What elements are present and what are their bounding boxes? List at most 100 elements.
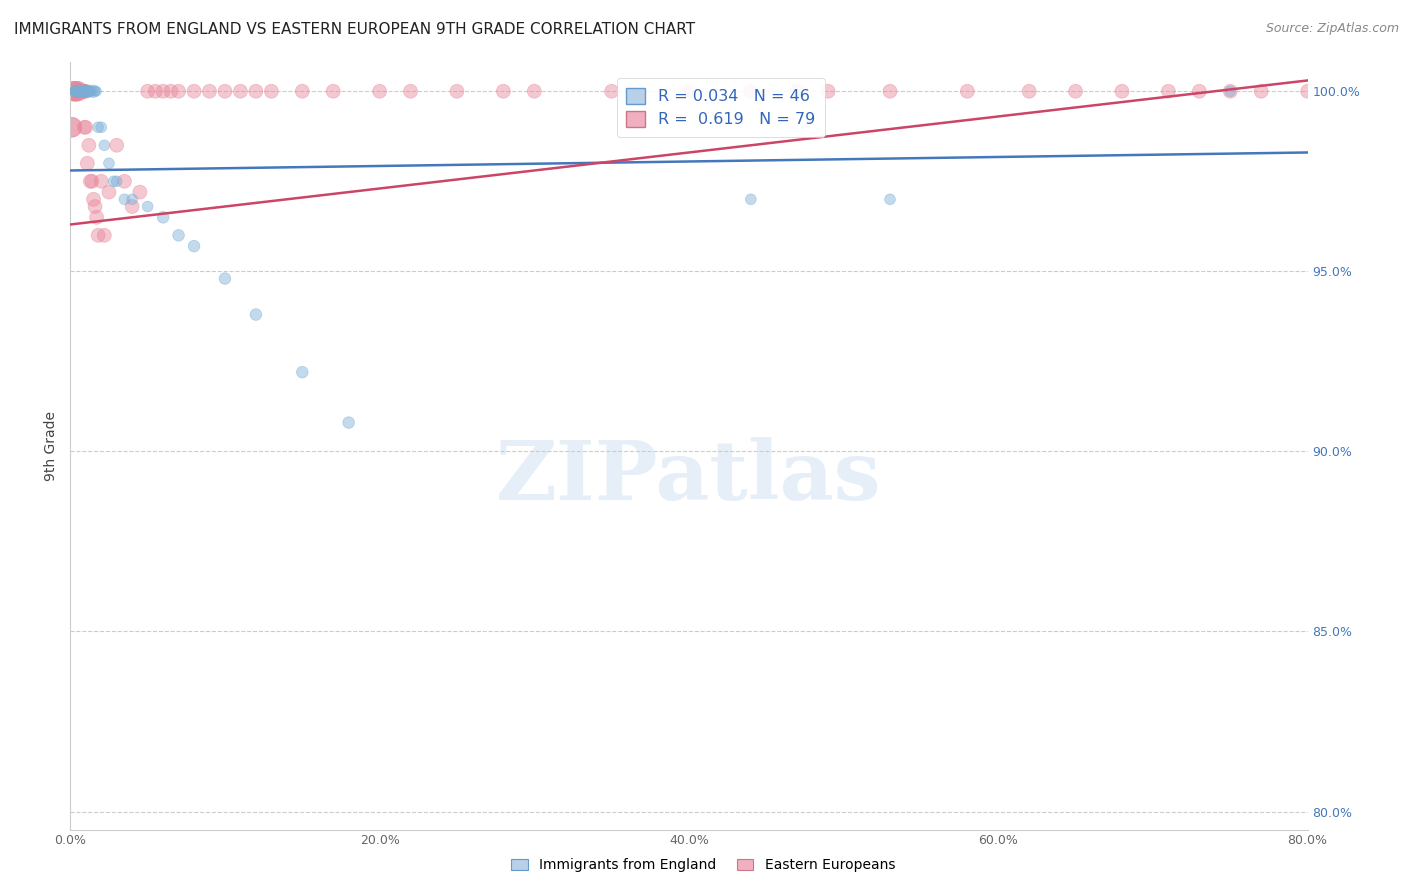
Point xyxy=(63,84,86,98)
Point xyxy=(167,228,190,243)
Point xyxy=(86,211,108,225)
Point xyxy=(93,138,115,153)
Point xyxy=(77,84,100,98)
Point xyxy=(69,84,91,98)
Point xyxy=(114,174,135,188)
Point xyxy=(446,84,468,98)
Point xyxy=(152,211,174,225)
Point xyxy=(72,84,94,98)
Point xyxy=(1327,84,1350,98)
Point xyxy=(1111,84,1133,98)
Point xyxy=(90,174,112,188)
Point xyxy=(69,84,91,98)
Point xyxy=(90,120,112,135)
Point xyxy=(740,84,762,98)
Point xyxy=(70,84,93,98)
Point xyxy=(70,84,93,98)
Point xyxy=(63,84,86,98)
Point xyxy=(1250,84,1272,98)
Point xyxy=(70,84,93,98)
Point xyxy=(62,84,84,98)
Point xyxy=(1018,84,1040,98)
Point xyxy=(60,84,83,98)
Point xyxy=(740,192,762,206)
Point xyxy=(152,84,174,98)
Point xyxy=(145,84,166,98)
Point xyxy=(322,84,344,98)
Point xyxy=(1157,84,1180,98)
Point xyxy=(72,84,94,98)
Point xyxy=(73,84,96,98)
Point xyxy=(105,174,128,188)
Point xyxy=(62,84,84,98)
Point xyxy=(229,84,252,98)
Point xyxy=(60,120,83,135)
Point xyxy=(60,120,83,135)
Point xyxy=(1358,84,1381,98)
Point xyxy=(76,156,98,170)
Point xyxy=(956,84,979,98)
Point xyxy=(167,84,190,98)
Point xyxy=(121,200,143,214)
Point xyxy=(75,120,97,135)
Point xyxy=(93,228,115,243)
Point xyxy=(69,84,91,98)
Point xyxy=(600,84,623,98)
Point xyxy=(291,365,314,379)
Point xyxy=(65,84,87,98)
Text: IMMIGRANTS FROM ENGLAND VS EASTERN EUROPEAN 9TH GRADE CORRELATION CHART: IMMIGRANTS FROM ENGLAND VS EASTERN EUROP… xyxy=(14,22,695,37)
Point xyxy=(1219,84,1241,98)
Point xyxy=(65,84,87,98)
Point xyxy=(65,84,87,98)
Point xyxy=(98,156,120,170)
Point xyxy=(75,84,97,98)
Point xyxy=(63,84,86,98)
Point xyxy=(1188,84,1211,98)
Point xyxy=(492,84,515,98)
Point xyxy=(879,192,901,206)
Point xyxy=(80,84,103,98)
Point xyxy=(87,228,110,243)
Point xyxy=(73,84,96,98)
Point xyxy=(65,84,87,98)
Point xyxy=(183,239,205,253)
Point xyxy=(75,84,97,98)
Point xyxy=(103,174,125,188)
Point xyxy=(260,84,283,98)
Legend: Immigrants from England, Eastern Europeans: Immigrants from England, Eastern Europea… xyxy=(505,853,901,878)
Y-axis label: 9th Grade: 9th Grade xyxy=(45,411,59,481)
Point xyxy=(245,308,267,322)
Point xyxy=(65,84,87,98)
Point xyxy=(523,84,546,98)
Point xyxy=(79,174,101,188)
Point xyxy=(63,84,86,98)
Point xyxy=(879,84,901,98)
Point xyxy=(79,84,101,98)
Point xyxy=(114,192,135,206)
Point xyxy=(136,200,159,214)
Point xyxy=(62,84,84,98)
Point xyxy=(67,84,90,98)
Point xyxy=(76,84,98,98)
Point xyxy=(368,84,391,98)
Point xyxy=(62,84,84,98)
Point xyxy=(87,120,110,135)
Point xyxy=(337,416,360,430)
Point xyxy=(214,84,236,98)
Point xyxy=(63,84,86,98)
Point xyxy=(1064,84,1087,98)
Point xyxy=(82,84,105,98)
Point xyxy=(72,84,94,98)
Point xyxy=(70,84,93,98)
Point xyxy=(198,84,221,98)
Point xyxy=(399,84,422,98)
Point xyxy=(60,84,83,98)
Point xyxy=(183,84,205,98)
Point xyxy=(82,192,105,206)
Point xyxy=(63,84,86,98)
Point xyxy=(84,200,107,214)
Point xyxy=(214,271,236,285)
Point xyxy=(105,138,128,153)
Point xyxy=(160,84,183,98)
Point xyxy=(291,84,314,98)
